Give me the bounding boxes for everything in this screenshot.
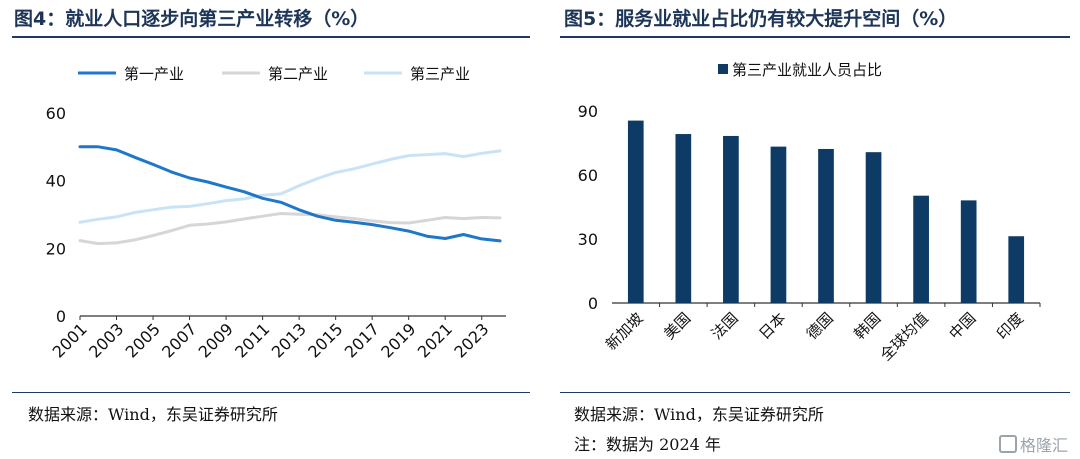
y-tick-label: 0 [588, 294, 598, 313]
legend-item-1: 第三产业就业人员占比 [718, 61, 882, 79]
bar-7 [913, 195, 929, 303]
y-tick-label: 40 [46, 172, 66, 191]
bar-3 [723, 135, 739, 303]
legend-item-2: 第二产业 [222, 65, 328, 83]
right-data-note: 注：数据为 2024 年 [574, 435, 721, 454]
legend-label: 第三产业就业人员占比 [732, 61, 882, 79]
legend-swatch [718, 64, 728, 74]
watermark-text: 格隆汇 [1019, 436, 1068, 455]
x-tick-label: 2005 [122, 319, 164, 361]
y-tick-label: 90 [578, 102, 598, 121]
x-tick-label: 2013 [268, 319, 310, 361]
right-chart-title: 图5：服务业就业占比仍有较大提升空间（%） [564, 8, 958, 30]
x-tick-label: 2007 [158, 319, 200, 361]
legend-item-1: 第一产业 [78, 65, 184, 83]
bar-1 [627, 120, 644, 303]
y-tick-label: 0 [56, 307, 66, 326]
series-line-2 [78, 212, 502, 246]
bar-2 [675, 134, 692, 303]
watermark: 格隆汇 [998, 432, 1068, 456]
right-chart-panel: 图5：服务业就业占比仍有较大提升空间（%） 0 30 60 90 新加坡 美国 法国 日本 德国… [552, 0, 1080, 459]
x-tick-label: 德国 [803, 309, 837, 343]
bar-6 [865, 152, 882, 303]
x-tick-label: 全球均值 [877, 309, 932, 364]
x-tick-label: 日本 [755, 309, 789, 343]
left-source-divider [12, 392, 530, 393]
left-data-source: 数据来源：Wind，东吴证券研究所 [28, 405, 278, 424]
x-tick-label: 2019 [377, 319, 419, 361]
legend-item-3: 第三产业 [364, 65, 470, 83]
right-title-divider [560, 36, 1070, 38]
series-line-1 [78, 145, 502, 243]
y-tick-label: 30 [578, 230, 598, 249]
line-chart: 0204060200120032005200720092011201320152… [46, 65, 506, 362]
x-tick-label: 美国 [660, 309, 694, 343]
y-tick-label: 60 [578, 166, 598, 185]
x-tick-label: 中国 [946, 309, 980, 343]
left-chart-title: 图4：就业人口逐步向第三产业转移（%） [14, 8, 370, 30]
legend-label: 第一产业 [124, 65, 184, 83]
left-title-divider [12, 36, 530, 38]
left-chart-panel: 图4：就业人口逐步向第三产业转移（%） 0 20 40 60 2001 2003 2005 2… [0, 0, 530, 459]
x-tick-label: 2023 [450, 319, 492, 361]
watermark-logo-icon [998, 435, 1017, 453]
right-source-divider [560, 392, 1070, 393]
y-tick-label: 60 [46, 104, 66, 123]
legend-label: 第三产业 [410, 65, 470, 83]
bar-5 [818, 148, 834, 303]
x-tick-label: 2017 [341, 319, 383, 361]
legend-label: 第二产业 [268, 65, 328, 83]
x-tick-label: 韩国 [850, 309, 884, 343]
bar-9 [1008, 236, 1025, 303]
right-data-source: 数据来源：Wind，东吴证券研究所 [574, 405, 824, 424]
x-tick-label: 印度 [993, 309, 1027, 343]
bar-8 [960, 200, 977, 303]
x-tick-label: 2011 [231, 319, 273, 361]
x-tick-label: 2021 [414, 319, 456, 361]
x-tick-label: 法国 [708, 309, 742, 343]
x-tick-label: 2003 [85, 319, 127, 361]
series-line-3 [78, 149, 502, 224]
x-tick-label: 2009 [195, 319, 237, 361]
x-tick-label: 2015 [304, 319, 346, 361]
y-tick-label: 20 [46, 239, 66, 258]
bar-4 [770, 146, 787, 303]
x-tick-label: 新加坡 [602, 309, 647, 354]
